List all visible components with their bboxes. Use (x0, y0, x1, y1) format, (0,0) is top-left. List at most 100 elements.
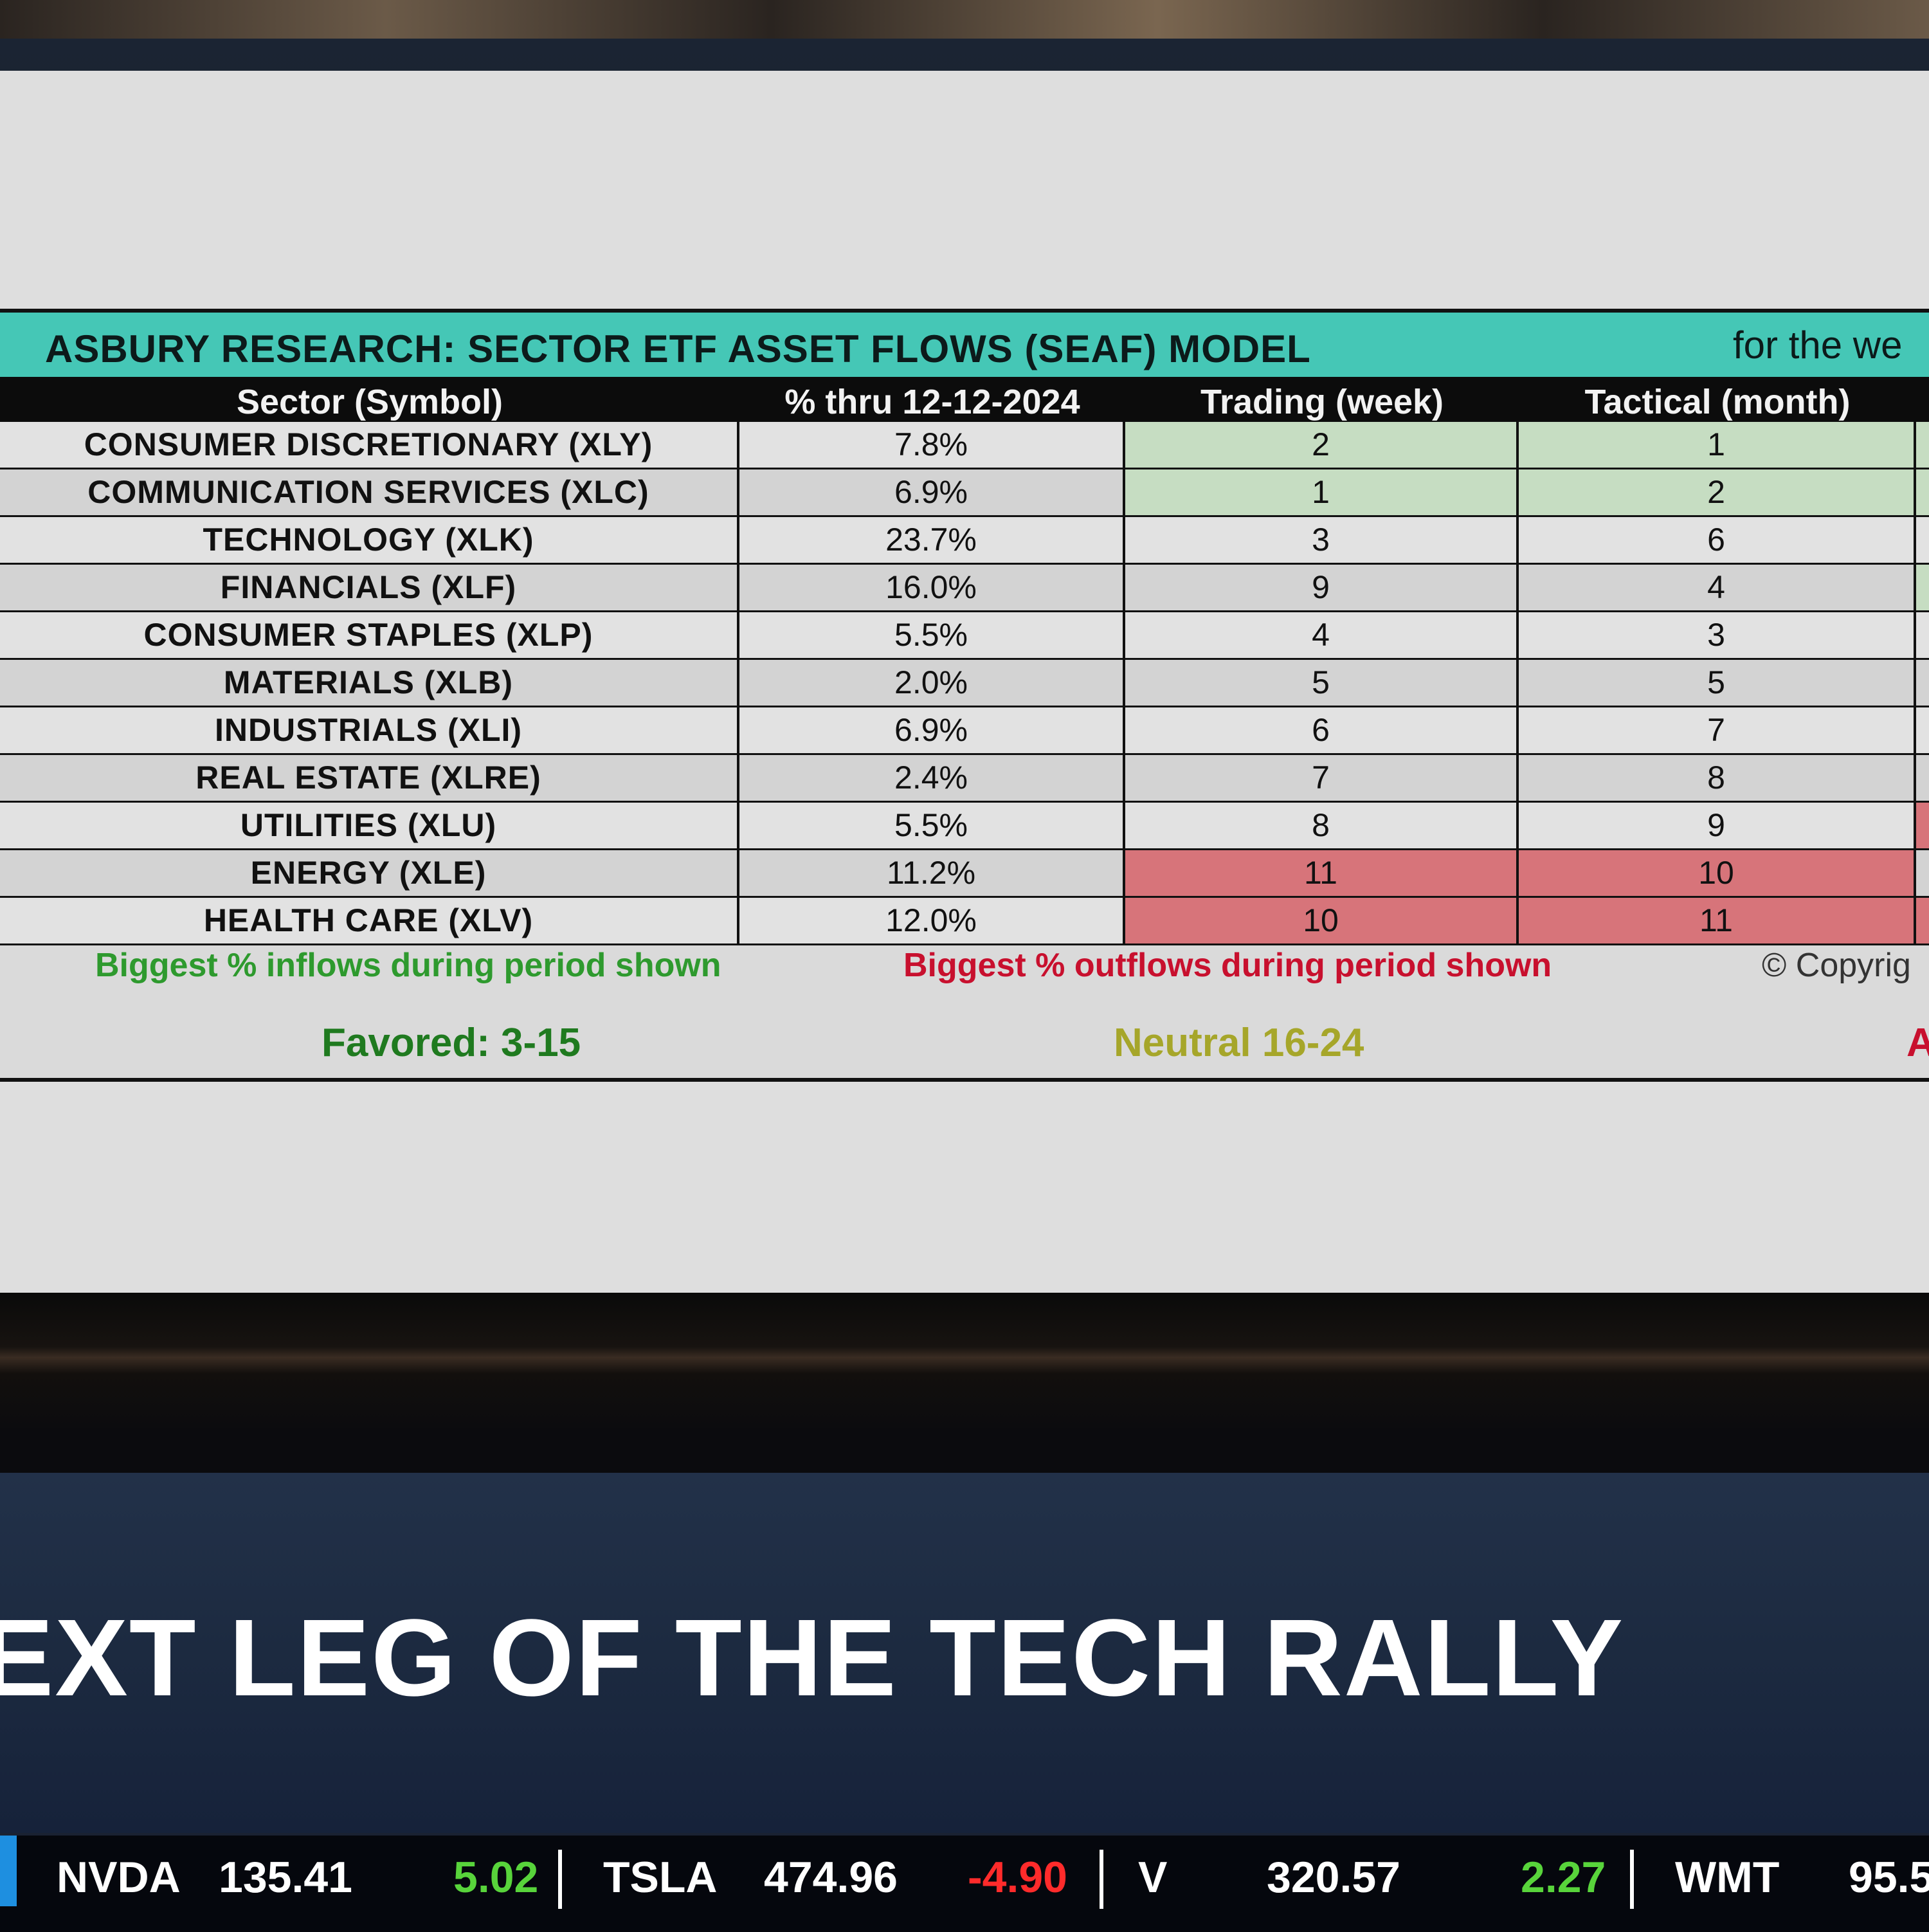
legend-outflows: Biggest % outflows during period shown (903, 947, 1552, 984)
trading-cell: 9 (1125, 565, 1519, 610)
sector-cell: CONSUMER DISCRETIONARY (XLY) (0, 422, 739, 468)
tactical-cell: 10 (1519, 850, 1916, 896)
tactical-cell: 8 (1519, 755, 1916, 801)
table-row: CONSUMER DISCRETIONARY (XLY) 7.8% 2 1 (0, 422, 1929, 469)
table-row: REAL ESTATE (XLRE) 2.4% 7 8 (0, 755, 1929, 803)
trading-cell: 5 (1125, 660, 1519, 706)
tactical-cell: 4 (1519, 565, 1916, 610)
seaf-table-panel: ASBURY RESEARCH: SECTOR ETF ASSET FLOWS … (0, 309, 1929, 1082)
sector-cell: CONSUMER STAPLES (XLP) (0, 612, 739, 658)
next-column-cell (1916, 803, 1929, 848)
sector-cell: TECHNOLOGY (XLK) (0, 517, 739, 563)
ticker-accent (0, 1836, 17, 1906)
table-title: ASBURY RESEARCH: SECTOR ETF ASSET FLOWS … (45, 327, 1311, 370)
sector-cell: INDUSTRIALS (XLI) (0, 707, 739, 753)
sector-cell: ENERGY (XLE) (0, 850, 739, 896)
header-tactical: Tactical (month) (1584, 383, 1851, 421)
sector-cell: REAL ESTATE (XLRE) (0, 755, 739, 801)
trading-cell: 8 (1125, 803, 1519, 848)
percent-cell: 23.7% (739, 517, 1125, 563)
legend-inflows: Biggest % inflows during period shown (95, 947, 721, 984)
table-row: CONSUMER STAPLES (XLP) 5.5% 4 3 (0, 612, 1929, 660)
tactical-cell: 3 (1519, 612, 1916, 658)
percent-cell: 6.9% (739, 707, 1125, 753)
sector-cell: COMMUNICATION SERVICES (XLC) (0, 469, 739, 515)
table-header-row: Sector (Symbol) % thru 12-12-2024 Tradin… (0, 377, 1929, 422)
ticker-separator (1100, 1850, 1103, 1909)
tactical-cell: 1 (1519, 422, 1916, 468)
percent-cell: 5.5% (739, 612, 1125, 658)
percent-cell: 12.0% (739, 898, 1125, 943)
next-column-cell (1916, 469, 1929, 515)
ticker-symbol: TSLA (603, 1853, 718, 1902)
trading-cell: 10 (1125, 898, 1519, 943)
next-column-cell (1916, 565, 1929, 610)
percent-cell: 6.9% (739, 469, 1125, 515)
trading-cell: 1 (1125, 469, 1519, 515)
next-column-cell (1916, 850, 1929, 896)
table-row: HEALTH CARE (XLV) 12.0% 10 11 (0, 898, 1929, 945)
percent-cell: 2.4% (739, 755, 1125, 801)
studio-ceiling (0, 0, 1929, 39)
sector-cell: FINANCIALS (XLF) (0, 565, 739, 610)
table-row: ENERGY (XLE) 11.2% 11 10 (0, 850, 1929, 898)
trading-cell: 2 (1125, 422, 1519, 468)
next-column-cell (1916, 517, 1929, 563)
sector-cell: HEALTH CARE (XLV) (0, 898, 739, 943)
percent-cell: 5.5% (739, 803, 1125, 848)
next-column-cell (1916, 660, 1929, 706)
trading-cell: 7 (1125, 755, 1519, 801)
ticker-price: 474.96 (764, 1853, 898, 1902)
percent-cell: 2.0% (739, 660, 1125, 706)
stock-ticker: NVDA 135.41 5.02 TSLA 474.96 -4.90 V 320… (0, 1833, 1929, 1932)
next-column-cell (1916, 707, 1929, 753)
table-row: COMMUNICATION SERVICES (XLC) 6.9% 1 2 (0, 469, 1929, 517)
ticker-separator (558, 1850, 562, 1909)
ticker-separator (1630, 1850, 1634, 1909)
header-percent: % thru 12-12-2024 (784, 383, 1080, 421)
tactical-cell: 2 (1519, 469, 1916, 515)
ticker-change: 2.27 (1521, 1853, 1606, 1902)
sector-cell: MATERIALS (XLB) (0, 660, 739, 706)
ticker-symbol: V (1138, 1853, 1168, 1902)
trading-cell: 11 (1125, 850, 1519, 896)
header-trading: Trading (week) (1200, 383, 1444, 421)
table-row: FINANCIALS (XLF) 16.0% 9 4 (0, 565, 1929, 612)
monitor-bottom-edge (0, 1293, 1929, 1428)
ticker-change: 5.02 (453, 1853, 539, 1902)
tactical-cell: 11 (1519, 898, 1916, 943)
trading-cell: 3 (1125, 517, 1519, 563)
ticker-change: -4.90 (968, 1853, 1067, 1902)
ticker-price: 135.41 (219, 1853, 352, 1902)
ticker-symbol: WMT (1675, 1853, 1780, 1902)
table-row: MATERIALS (XLB) 2.0% 5 5 (0, 660, 1929, 707)
next-column-cell (1916, 898, 1929, 943)
tactical-cell: 5 (1519, 660, 1916, 706)
favored-range: Favored: 3-15 (322, 1021, 581, 1065)
next-column-cell (1916, 755, 1929, 801)
ticker-price: 95.5 (1849, 1853, 1929, 1902)
tactical-cell: 7 (1519, 707, 1916, 753)
percent-cell: 11.2% (739, 850, 1125, 896)
trading-cell: 6 (1125, 707, 1519, 753)
copyright-notice: © Copyrig (1762, 947, 1911, 984)
next-column-cell (1916, 612, 1929, 658)
avoid-range-fragment: A (1906, 1021, 1929, 1065)
ticker-symbol: NVDA (57, 1853, 181, 1902)
table-row: INDUSTRIALS (XLI) 6.9% 6 7 (0, 707, 1929, 755)
table-row: TECHNOLOGY (XLK) 23.7% 3 6 (0, 517, 1929, 565)
sector-cell: UTILITIES (XLU) (0, 803, 739, 848)
table-title-bar: ASBURY RESEARCH: SECTOR ETF ASSET FLOWS … (0, 313, 1929, 377)
table-title-period: for the we (1733, 324, 1903, 367)
percent-cell: 7.8% (739, 422, 1125, 468)
ticker-price: 320.57 (1267, 1853, 1400, 1902)
neutral-range: Neutral 16-24 (1114, 1021, 1364, 1065)
next-column-cell (1916, 422, 1929, 468)
headline: EXT LEG OF THE TECH RALLY (0, 1597, 1625, 1719)
tactical-cell: 6 (1519, 517, 1916, 563)
header-sector: Sector (Symbol) (236, 383, 503, 421)
tactical-cell: 9 (1519, 803, 1916, 848)
trading-cell: 4 (1125, 612, 1519, 658)
table-row: UTILITIES (XLU) 5.5% 8 9 (0, 803, 1929, 850)
percent-cell: 16.0% (739, 565, 1125, 610)
